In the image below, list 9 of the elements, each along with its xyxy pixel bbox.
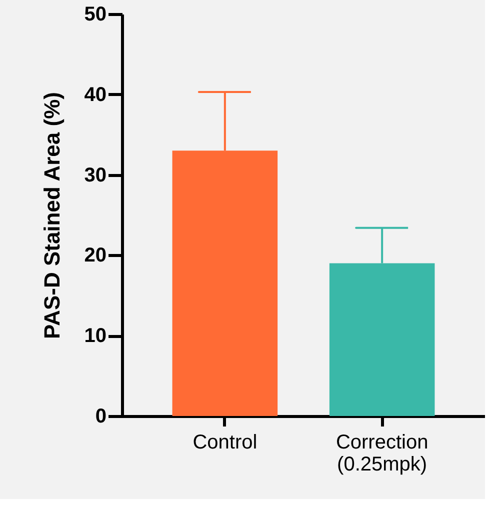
- y-tick-label: 50: [84, 4, 106, 26]
- y-tick-label: 20: [84, 244, 106, 267]
- x-tick-label: Correction (0.25mpk): [336, 432, 428, 476]
- x-tick-label: Control: [192, 432, 258, 454]
- y-tick-label: 30: [84, 164, 106, 186]
- y-tick-label: 40: [84, 84, 106, 106]
- y-axis-title: PAS-D Stained Area (%): [39, 92, 64, 339]
- y-tick-label: 10: [84, 325, 106, 348]
- y-tick-label: 0: [95, 406, 106, 428]
